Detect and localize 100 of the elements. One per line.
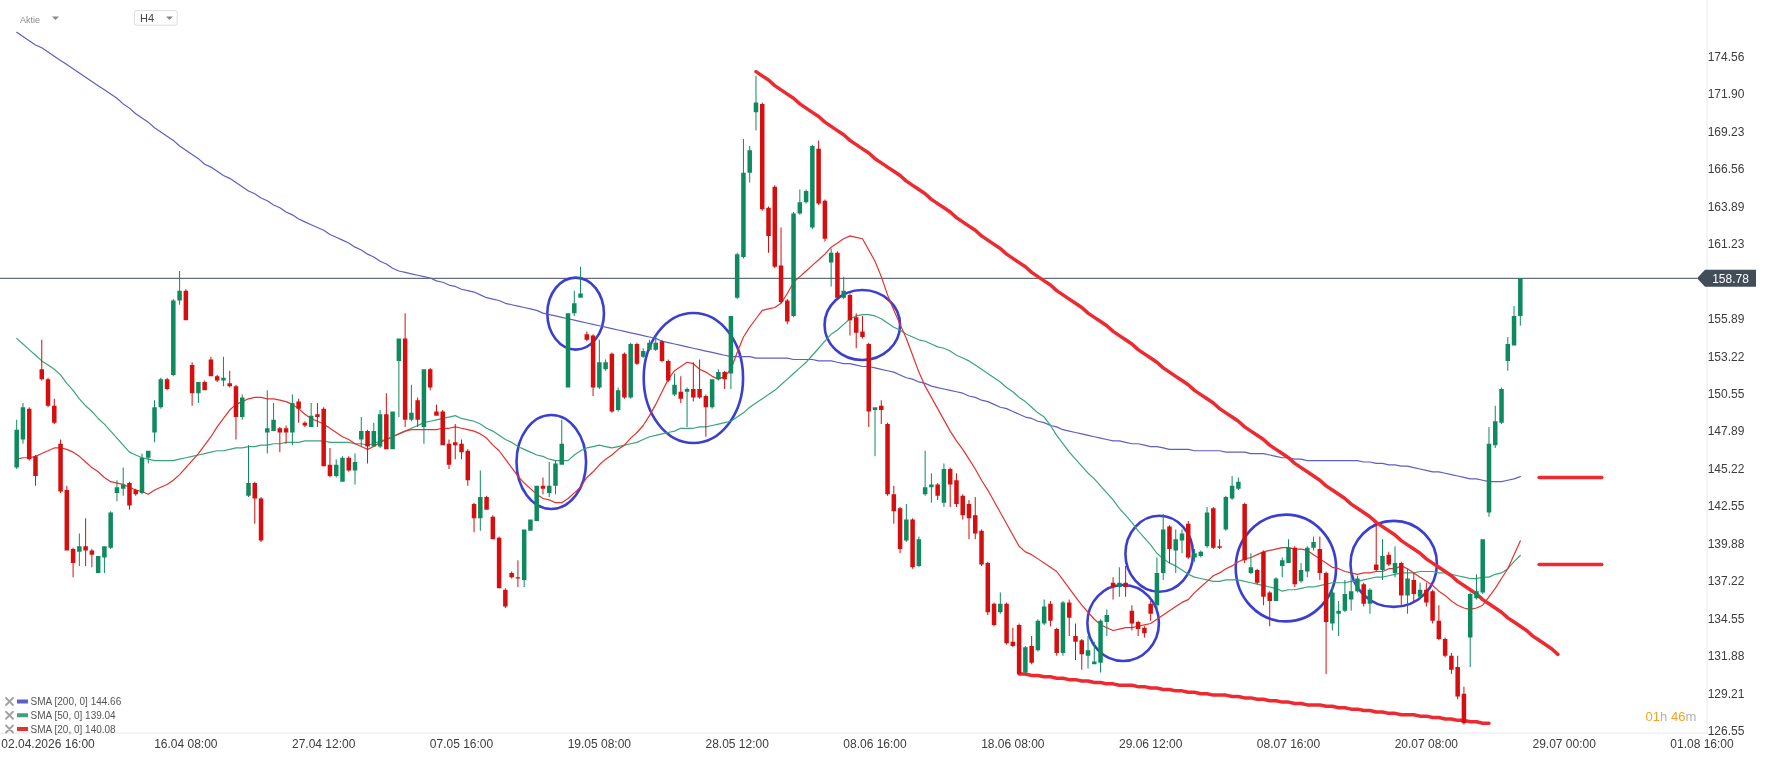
x-tick-label: 20.07 08:00 (1394, 737, 1459, 752)
y-tick-label: 153.22 (1707, 349, 1745, 364)
y-tick-label: 134.55 (1707, 611, 1745, 626)
candlestick (860, 315, 865, 339)
candlestick (1048, 601, 1053, 627)
candlestick (879, 400, 884, 425)
x-tick-label: 16.04 08:00 (154, 737, 218, 752)
candlestick (58, 439, 63, 493)
candlestick (578, 266, 583, 298)
candlestick (409, 384, 414, 422)
y-tick-label: 139.88 (1707, 536, 1745, 551)
candlestick (910, 518, 915, 569)
candlestick (835, 251, 840, 300)
candlestick (628, 342, 633, 399)
candlestick (384, 393, 389, 450)
candlestick (1148, 601, 1153, 621)
candlestick (177, 271, 182, 305)
candlestick (722, 370, 727, 389)
candlestick (1173, 529, 1178, 573)
candlestick (390, 411, 395, 450)
candlestick (684, 387, 690, 427)
candlestick (52, 398, 57, 425)
y-tick-label: 142.55 (1707, 499, 1745, 514)
candlestick (716, 369, 721, 381)
candlestick (553, 460, 558, 495)
candlestick (33, 454, 38, 486)
x-tick-label: 01.08 16:00 (1670, 737, 1735, 752)
candlestick (1380, 539, 1385, 580)
x-tick-label: 28.05 12:00 (705, 737, 770, 752)
line-series (16, 31, 1521, 483)
candlestick (1023, 645, 1028, 676)
candlestick (484, 495, 489, 510)
y-tick-label: 129.21 (1707, 686, 1745, 701)
candlestick (1123, 565, 1128, 597)
candlestick (935, 483, 940, 500)
candlestick (1004, 602, 1009, 645)
text: Aktie (20, 14, 41, 25)
candlestick (672, 373, 677, 396)
line-series (16, 313, 1521, 592)
candlestick (83, 518, 88, 566)
candlestick (1054, 627, 1059, 656)
x-tick-label: 29.07 00:00 (1532, 737, 1597, 752)
y-tick-label: 171.90 (1707, 87, 1745, 102)
y-tick-label: 150.55 (1707, 387, 1745, 402)
candlestick (885, 422, 890, 496)
candlestick (152, 400, 157, 443)
y-tick-label: 137.22 (1707, 574, 1745, 589)
y-tick-label: 145.22 (1707, 461, 1745, 476)
candlestick (415, 397, 420, 427)
candlestick (1236, 477, 1241, 491)
candlestick (666, 359, 671, 382)
candlestick (120, 467, 126, 496)
candlestick (146, 450, 151, 464)
x-tick-label: 29.06 12:00 (1118, 737, 1183, 752)
legend-label: SMA [200, 0] 144.66 (30, 696, 122, 708)
candlestick (785, 299, 790, 325)
candlestick (747, 146, 752, 183)
candlestick (1305, 546, 1310, 578)
y-tick-label: 161.23 (1707, 237, 1745, 252)
candlestick (791, 212, 796, 318)
y-tick-label: 131.88 (1707, 649, 1745, 664)
candlestick (77, 533, 82, 566)
candlestick (227, 370, 232, 388)
candlestick (1192, 549, 1197, 562)
candlestick (1399, 561, 1404, 606)
legend-label: SMA [20, 0] 140.08 (30, 723, 117, 735)
candlestick (1242, 502, 1247, 564)
candlestick (515, 560, 521, 587)
candlestick (1311, 536, 1316, 551)
candlestick (365, 429, 370, 464)
candlestick (340, 456, 345, 482)
x-tick-label: 08.07 16:00 (1256, 737, 1321, 752)
candlestick (296, 398, 301, 423)
candlestick (1361, 582, 1366, 607)
candlestick (359, 417, 364, 447)
candlestick (290, 394, 295, 446)
annotation: 01h 46m (1645, 709, 1697, 724)
candlestick (841, 276, 846, 300)
candlestick (196, 381, 201, 404)
candlestick (1117, 567, 1122, 597)
candlestick (503, 588, 508, 609)
candlestick (1405, 568, 1410, 614)
legend-label: SMA [50, 0] 139.04 (30, 709, 117, 721)
candlestick (1518, 278, 1523, 326)
candlestick (572, 290, 577, 316)
y-tick-label: 126.55 (1707, 724, 1745, 739)
x-tick-label: 27.04 12:00 (291, 737, 356, 752)
x-tick-label: 02.04.2026 16:00 (1, 737, 96, 752)
y-tick-label: 174.56 (1707, 49, 1745, 64)
ref-line-label: 158.78 (1712, 271, 1750, 286)
x-tick-label: 08.06 16:00 (843, 737, 908, 752)
candlestick (866, 342, 871, 427)
line-series (1017, 672, 1491, 725)
candlestick (1073, 623, 1078, 660)
candlestick (872, 407, 878, 457)
candlestick (246, 445, 251, 498)
candlestick (766, 206, 771, 253)
x-tick-label: 07.05 16:00 (429, 737, 494, 752)
candlestick (171, 299, 176, 377)
y-tick-label: 166.56 (1707, 162, 1745, 177)
